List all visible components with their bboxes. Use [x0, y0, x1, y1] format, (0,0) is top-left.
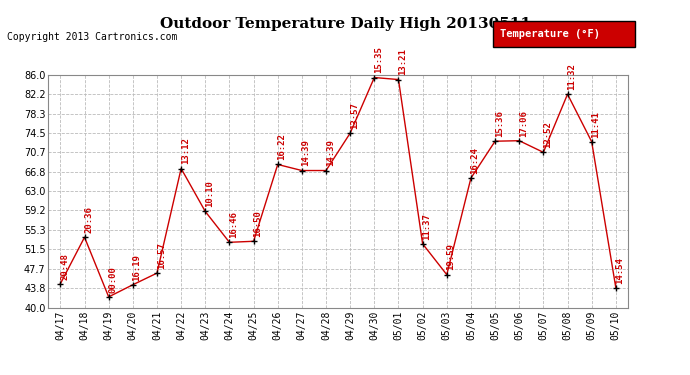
Text: 15:35: 15:35: [374, 46, 383, 74]
Text: 20:48: 20:48: [60, 253, 69, 280]
Text: 13:21: 13:21: [398, 48, 407, 75]
Text: 14:54: 14:54: [615, 257, 624, 284]
Text: 12:52: 12:52: [543, 121, 552, 148]
Text: 11:41: 11:41: [591, 111, 600, 138]
Text: 16:57: 16:57: [157, 242, 166, 269]
Text: 16:19: 16:19: [132, 254, 141, 280]
Text: 11:32: 11:32: [567, 63, 576, 90]
Text: Copyright 2013 Cartronics.com: Copyright 2013 Cartronics.com: [7, 32, 177, 42]
Text: 10:10: 10:10: [205, 180, 214, 207]
Text: 13:57: 13:57: [350, 102, 359, 129]
Text: 17:06: 17:06: [519, 110, 528, 136]
Text: 00:00: 00:00: [108, 266, 117, 293]
Text: 16:46: 16:46: [229, 211, 238, 238]
Text: 16:50: 16:50: [253, 210, 262, 237]
Text: Outdoor Temperature Daily High 20130511: Outdoor Temperature Daily High 20130511: [159, 17, 531, 31]
Text: 20:36: 20:36: [84, 206, 93, 233]
Text: 14:39: 14:39: [326, 140, 335, 166]
Text: 11:37: 11:37: [422, 213, 431, 240]
Text: 19:59: 19:59: [446, 244, 455, 270]
Text: 14:39: 14:39: [302, 140, 310, 166]
Text: 16:22: 16:22: [277, 134, 286, 160]
Text: 16:24: 16:24: [471, 147, 480, 174]
Text: Temperature (°F): Temperature (°F): [500, 29, 600, 39]
Text: 15:36: 15:36: [495, 110, 504, 137]
Text: 13:12: 13:12: [181, 138, 190, 164]
